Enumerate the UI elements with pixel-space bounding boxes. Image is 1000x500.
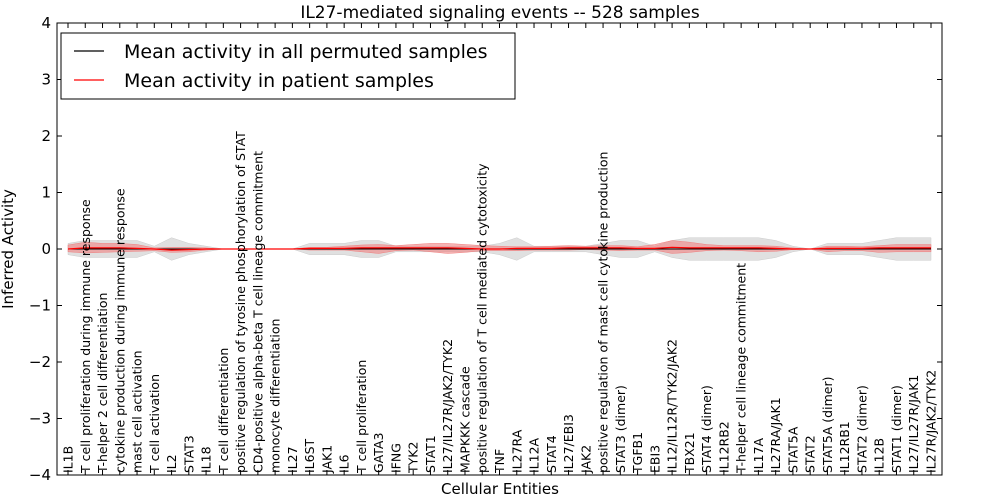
category-label: IL27R/JAK2/TYK2: [924, 370, 939, 473]
category-label: T cell activation: [147, 374, 162, 474]
y-tick-label: 1: [41, 184, 51, 202]
x-axis-label: Cellular Entities: [441, 480, 559, 498]
patient-band: [67, 240, 932, 254]
category-label: STAT5A: [785, 426, 800, 473]
legend: Mean activity in all permuted samples Me…: [60, 32, 516, 100]
patient-mean-line: [67, 246, 931, 251]
series-lines: [67, 246, 931, 251]
category-label: EBI3: [647, 445, 662, 473]
y-axis-label: Inferred Activity: [0, 189, 17, 309]
category-label: STAT5A (dimer): [820, 377, 835, 473]
category-label: TBX21: [682, 432, 697, 474]
y-tick-label: −4: [29, 466, 51, 484]
category-label: IL27RA: [509, 429, 524, 473]
patient-band-layer: [67, 240, 932, 254]
category-label: T-helper 2 cell differentiation: [95, 293, 110, 474]
category-label: IL12A: [527, 437, 542, 473]
chart-title: IL27-mediated signaling events -- 528 sa…: [300, 3, 700, 23]
category-label: STAT1 (dimer): [889, 385, 904, 473]
category-label: IL2: [164, 454, 179, 473]
category-label: STAT3 (dimer): [613, 385, 628, 473]
category-label: STAT3: [181, 435, 196, 473]
category-label: STAT1: [423, 435, 438, 473]
category-label: T cell proliferation during immune respo…: [78, 199, 93, 474]
category-label: MAPKKK cascade: [457, 366, 472, 473]
category-label: IL27RA/JAK1: [768, 397, 783, 473]
y-tick-label: −2: [29, 353, 51, 371]
x-axis: [67, 23, 932, 475]
category-label: JAK1: [319, 445, 334, 474]
category-label: GATA3: [371, 433, 386, 473]
category-label: STAT2: [803, 435, 818, 473]
legend-box: [60, 32, 516, 100]
category-label: STAT4 (dimer): [699, 385, 714, 473]
category-label: mast cell activation: [130, 350, 145, 473]
y-tick-label: −3: [29, 410, 51, 428]
category-label: IL27/IL27R/JAK1: [906, 375, 921, 473]
category-label: IL27/IL27R/JAK2/TYK2: [440, 339, 455, 473]
y-tick-label: 0: [41, 240, 51, 258]
category-label: IFNG: [388, 443, 403, 473]
category-label: IL17A: [751, 437, 766, 473]
category-label: IL6ST: [302, 438, 317, 473]
category-label: IL18: [199, 446, 214, 473]
category-labels: IL1B T cell proliferation during immune r…: [61, 131, 939, 474]
category-label: T cell proliferation: [354, 360, 369, 474]
category-label: positive regulation of T cell mediated c…: [475, 163, 490, 473]
category-label: IL12/IL12R/TYK2/JAK2: [665, 339, 680, 473]
category-label: STAT2 (dimer): [854, 385, 869, 473]
category-label: cytokine production during immune respon…: [112, 188, 127, 473]
category-label: T-helper cell lineage commitment: [734, 263, 749, 474]
category-label: STAT4: [544, 435, 559, 473]
category-label: IL1B: [61, 446, 76, 473]
y-tick-label: 3: [41, 71, 51, 89]
category-label: JAK2: [578, 445, 593, 474]
y-tick-label: −1: [29, 297, 51, 315]
category-label: IL6: [337, 454, 352, 473]
y-axis: 4 3 2 1 0 −1 −2 −3 −4: [29, 14, 942, 484]
category-label: TNF: [492, 449, 507, 474]
y-tick-label: 4: [41, 14, 51, 32]
legend-entry-patient: Mean activity in patient samples: [124, 70, 434, 92]
category-label: T cell differentiation: [216, 348, 231, 474]
category-label: IL27/EBI3: [561, 414, 576, 473]
category-label: IL12RB1: [837, 421, 852, 473]
category-label: monocyte differentiation: [268, 319, 283, 473]
category-label: IL12RB2: [716, 421, 731, 473]
category-label: positive regulation of mast cell cytokin…: [596, 152, 611, 473]
y-tick-label: 2: [41, 127, 51, 145]
category-label: IL27: [285, 446, 300, 473]
category-label: TYK2: [406, 442, 421, 474]
category-label: TGFB1: [630, 432, 645, 474]
legend-entry-permuted: Mean activity in all permuted samples: [124, 41, 487, 63]
category-label: IL12B: [872, 438, 887, 473]
category-label: positive regulation of tyrosine phosphor…: [233, 131, 248, 473]
category-label: CD4-positive alpha-beta T cell lineage c…: [250, 151, 265, 473]
